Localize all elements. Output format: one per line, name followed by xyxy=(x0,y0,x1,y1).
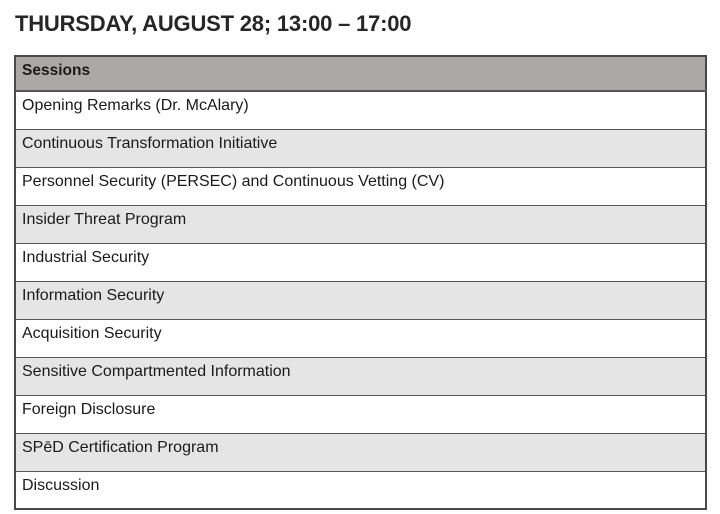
table-row: Discussion xyxy=(14,470,707,510)
session-cell-sped-certification: SPēD Certification Program xyxy=(14,432,707,472)
session-cell-discussion: Discussion xyxy=(14,470,707,510)
table-row: Insider Threat Program xyxy=(14,204,707,244)
session-cell-foreign-disclosure: Foreign Disclosure xyxy=(14,394,707,434)
page-title: THURSDAY, AUGUST 28; 13:00 – 17:00 xyxy=(15,11,412,36)
table-row: SPēD Certification Program xyxy=(14,432,707,472)
table-row: Opening Remarks (Dr. McAlary) xyxy=(14,90,707,130)
session-cell-opening-remarks: Opening Remarks (Dr. McAlary) xyxy=(14,90,707,130)
session-cell-continuous-transformation: Continuous Transformation Initiative xyxy=(14,128,707,168)
session-cell-personnel-security: Personnel Security (PERSEC) and Continuo… xyxy=(14,166,707,206)
session-cell-sci: Sensitive Compartmented Information xyxy=(14,356,707,396)
session-cell-industrial-security: Industrial Security xyxy=(14,242,707,282)
session-cell-insider-threat: Insider Threat Program xyxy=(14,204,707,244)
sessions-table-body: Opening Remarks (Dr. McAlary) Continuous… xyxy=(14,90,707,510)
session-cell-acquisition-security: Acquisition Security xyxy=(14,318,707,358)
table-header-row: Sessions xyxy=(14,55,707,92)
document-page: THURSDAY, AUGUST 28; 13:00 – 17:00 Sessi… xyxy=(0,10,720,514)
sessions-table: Sessions Opening Remarks (Dr. McAlary) C… xyxy=(14,55,707,510)
table-row: Sensitive Compartmented Information xyxy=(14,356,707,396)
table-row: Information Security xyxy=(14,280,707,320)
session-cell-information-security: Information Security xyxy=(14,280,707,320)
sessions-table-head: Sessions xyxy=(14,55,707,92)
table-row: Foreign Disclosure xyxy=(14,394,707,434)
table-row: Industrial Security xyxy=(14,242,707,282)
table-row: Personnel Security (PERSEC) and Continuo… xyxy=(14,166,707,206)
table-header-sessions: Sessions xyxy=(14,55,707,92)
table-row: Continuous Transformation Initiative xyxy=(14,128,707,168)
table-row: Acquisition Security xyxy=(14,318,707,358)
